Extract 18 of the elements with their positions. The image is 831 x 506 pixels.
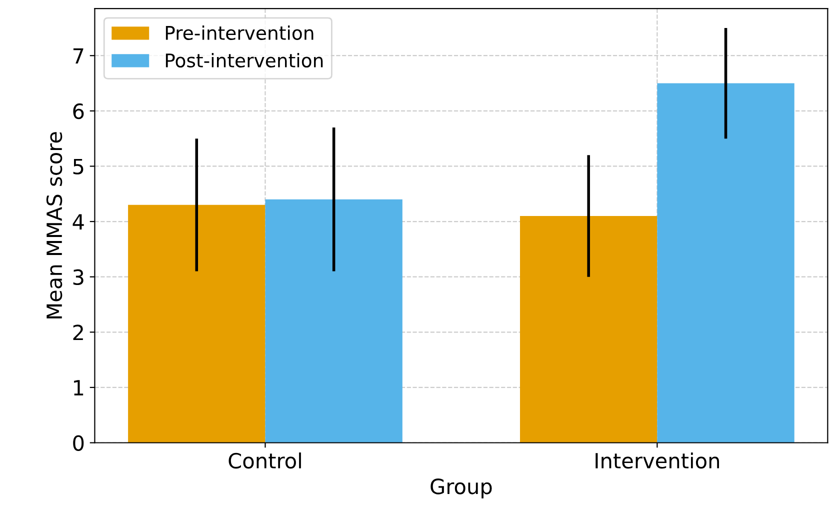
y-tick-label: 7 [73,48,84,64]
x-axis-title: Group [430,478,492,498]
bar [128,204,266,443]
legend-label: Pre-intervention [166,25,314,40]
bar [520,216,658,443]
y-axis-title: Mean MMAS score [46,132,62,318]
bar [265,199,402,443]
x-tick-label: Control [228,452,301,469]
y-tick-label: 3 [73,269,84,286]
y-tick-label: 2 [73,324,83,340]
y-tick-label: 1 [74,380,84,396]
y-tick-label: 5 [73,158,84,174]
x-tick-label: Intervention [596,452,719,469]
y-tick-label: 4 [72,214,84,230]
y-tick-label: 6 [73,103,84,120]
y-tick-label: 0 [73,435,84,451]
legend-label: Post-intervention [166,53,323,68]
bar [657,83,794,443]
